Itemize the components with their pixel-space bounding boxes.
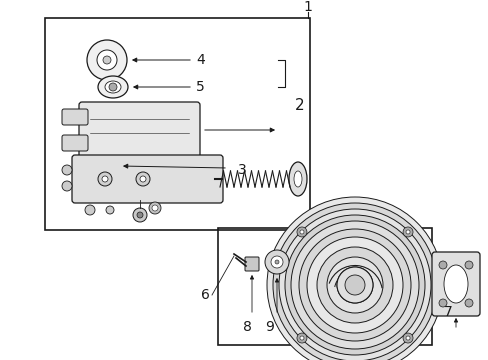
Ellipse shape [288,162,306,196]
Circle shape [464,299,472,307]
Circle shape [136,172,150,186]
Circle shape [336,267,372,303]
Text: 7: 7 [443,305,451,319]
Bar [218,228,431,345]
Circle shape [336,267,372,303]
Circle shape [405,336,409,340]
Circle shape [345,275,364,295]
Circle shape [106,206,114,214]
Circle shape [62,181,72,191]
Circle shape [266,197,442,360]
FancyBboxPatch shape [79,102,200,160]
Circle shape [109,83,117,91]
Circle shape [299,336,304,340]
Circle shape [103,56,111,64]
Text: 9: 9 [265,320,274,334]
Ellipse shape [293,171,302,187]
Text: 3: 3 [238,163,246,177]
Bar [45,18,309,230]
Text: 6: 6 [201,288,209,302]
Text: 1: 1 [303,0,312,14]
Text: 5: 5 [196,80,204,94]
Circle shape [299,230,304,234]
Circle shape [345,275,364,295]
Circle shape [270,256,283,268]
Circle shape [102,176,108,182]
Circle shape [316,247,392,323]
Text: 8: 8 [242,320,251,334]
FancyBboxPatch shape [72,155,223,203]
FancyBboxPatch shape [244,257,259,271]
Circle shape [306,237,402,333]
FancyBboxPatch shape [62,135,88,151]
Ellipse shape [105,81,121,93]
Circle shape [438,299,446,307]
Circle shape [274,260,279,264]
Circle shape [62,165,72,175]
Circle shape [85,205,95,215]
Circle shape [137,212,142,218]
FancyBboxPatch shape [431,252,479,316]
Circle shape [133,208,147,222]
Circle shape [298,229,410,341]
Circle shape [149,202,161,214]
Circle shape [98,172,112,186]
Text: 4: 4 [196,53,204,67]
Circle shape [402,227,412,237]
Circle shape [326,257,382,313]
FancyBboxPatch shape [62,109,88,125]
Circle shape [296,333,306,343]
Circle shape [296,227,306,237]
Circle shape [402,333,412,343]
Circle shape [97,50,117,70]
Circle shape [438,261,446,269]
Circle shape [464,261,472,269]
Circle shape [279,209,430,360]
Circle shape [405,230,409,234]
Ellipse shape [443,265,467,303]
Ellipse shape [98,76,128,98]
Text: 2: 2 [294,98,304,112]
Circle shape [264,250,288,274]
Circle shape [285,215,424,355]
Circle shape [272,203,436,360]
Circle shape [140,176,146,182]
Circle shape [290,221,418,349]
Circle shape [87,40,127,80]
Circle shape [152,205,158,211]
